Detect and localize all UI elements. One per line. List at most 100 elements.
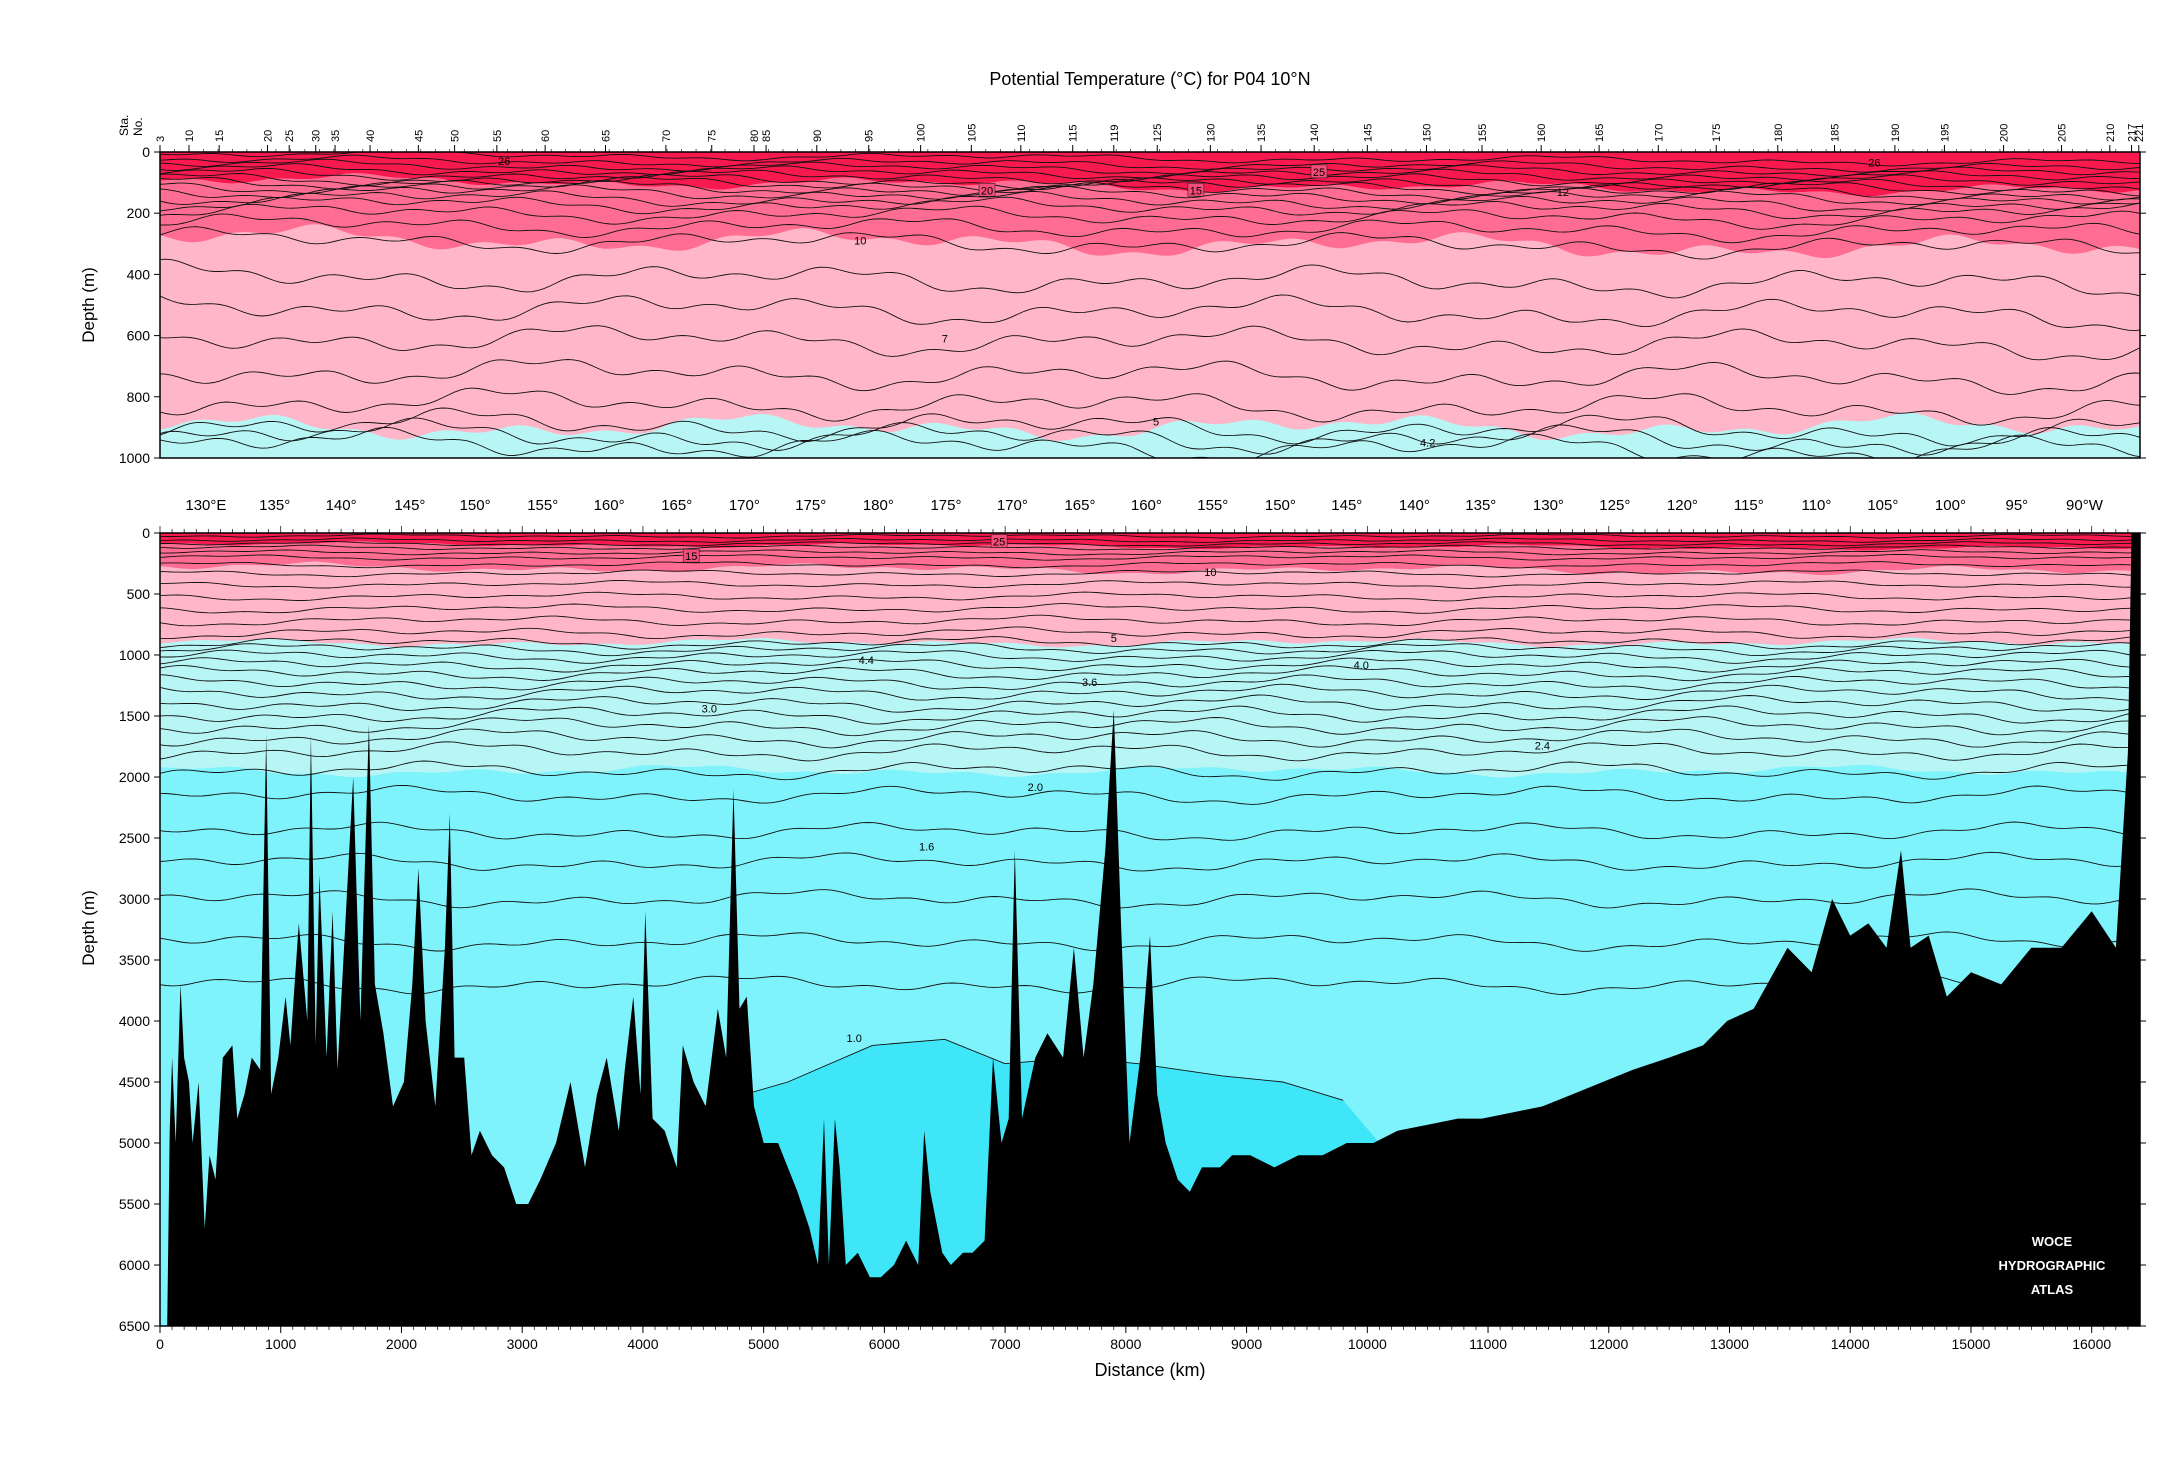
lower-isotherm [160, 851, 2140, 872]
station-label: 175 [1711, 124, 1723, 142]
station-label: 25 [284, 130, 296, 142]
contour-label-box [990, 534, 1008, 548]
y-tick-label: 4500 [119, 1074, 150, 1090]
upper-isotherm [160, 196, 2140, 220]
station-axis-label-line1: Sta. [117, 115, 131, 136]
station-label: 50 [450, 130, 462, 142]
station-label: 190 [1890, 124, 1902, 142]
station-label: 140 [1309, 124, 1321, 142]
contour-label-box [978, 182, 996, 197]
lower-isotherm [160, 657, 2140, 673]
longitude-label: 155° [1197, 497, 1228, 514]
upper-isotherm [160, 176, 2140, 197]
y-tick-label: 500 [127, 586, 151, 602]
lower-isotherm [160, 665, 2140, 682]
longitude-label: 165° [1064, 497, 1095, 514]
longitude-label: 130°E [185, 497, 226, 514]
x-tick-label: 4000 [627, 1336, 658, 1352]
lower-isotherm [160, 541, 2140, 547]
longitude-label: 140° [1399, 497, 1430, 514]
upper-isotherm [160, 407, 2140, 447]
contour-label: 10 [854, 236, 866, 248]
upper-y-axis-title: Depth (m) [79, 267, 98, 343]
station-label: 60 [540, 130, 552, 142]
station-label: 75 [707, 130, 719, 142]
lower-isotherm [160, 674, 2140, 691]
lower-isotherm [160, 614, 2140, 627]
upper-isotherm [160, 226, 2140, 260]
longitude-label: 145° [1331, 497, 1362, 514]
y-tick-label: 1000 [119, 450, 150, 466]
lower-isotherm [160, 683, 2140, 701]
contour-label: 15 [685, 551, 697, 563]
contour-label: 2.4 [1535, 740, 1550, 752]
upper-isotherm [160, 387, 2140, 426]
upper-isotherm [160, 359, 2140, 395]
longitude-label: 160° [594, 497, 625, 514]
longitude-label: 90°W [2066, 497, 2104, 514]
station-label: 210 [2105, 124, 2117, 142]
station-label: 180 [1773, 124, 1785, 142]
station-label: 65 [601, 130, 613, 142]
lower-isotherm [160, 580, 2140, 589]
y-tick-label: 5000 [119, 1135, 150, 1151]
station-label: 85 [761, 130, 773, 142]
woce-watermark: WOCE HYDROGRAPHIC ATLAS [1999, 1234, 2107, 1297]
lower-isotherm [160, 705, 2140, 725]
x-tick-label: 10000 [1348, 1336, 1387, 1352]
contour-label: 12 [1557, 187, 1569, 199]
station-label: 40 [365, 130, 377, 142]
contour-label: 26 [1868, 158, 1880, 170]
y-tick-label: 2500 [119, 830, 150, 846]
lower-isotherm [160, 549, 2140, 556]
upper-isotherm [160, 173, 2140, 192]
station-label: 185 [1830, 124, 1842, 142]
upper-isotherm [160, 184, 2140, 206]
longitude-label: 100° [1935, 497, 1966, 514]
longitude-label: 180° [863, 497, 894, 514]
station-label: 45 [413, 130, 425, 142]
longitude-label: 120° [1667, 497, 1698, 514]
watermark-line-3: ATLAS [2031, 1282, 2074, 1297]
y-tick-label: 5500 [119, 1196, 150, 1212]
station-label: 10 [184, 130, 196, 142]
lower-band-2-5 [160, 637, 2140, 778]
station-label: 135 [1256, 124, 1268, 142]
station-axis-label-line2: No. [131, 117, 145, 136]
x-tick-label: 14000 [1831, 1336, 1870, 1352]
contour-label: 4.2 [1420, 438, 1435, 450]
upper-isotherm [160, 426, 2140, 458]
y-tick-label: 0 [142, 525, 150, 541]
lower-isotherm [160, 626, 2140, 640]
upper-isotherm [160, 190, 2140, 212]
station-label: 125 [1152, 124, 1164, 142]
longitude-labels: 130°E 135° 140° 145° 150° 155° 160° 165° 170° 175… [185, 497, 2103, 514]
watermark-line-2: HYDROGRAPHIC [1999, 1258, 2107, 1273]
x-tick-label: 2000 [386, 1336, 417, 1352]
lower-contours [160, 533, 2140, 1107]
upper-isotherm [160, 325, 2140, 361]
x-tick-label: 9000 [1231, 1336, 1262, 1352]
station-label: 145 [1362, 124, 1374, 142]
lower-isotherm [160, 561, 2140, 569]
contour-label: 15 [1190, 185, 1202, 197]
upper-isotherm [160, 180, 2140, 201]
contour-label: 1.6 [919, 842, 934, 854]
x-tick-label: 7000 [990, 1336, 1021, 1352]
contour-label: 4.0 [1354, 660, 1369, 672]
lower-isotherm [160, 888, 2140, 909]
station-ticks: 3 10 15 20 25 30 35 40 45 50 55 60 65 70 75 80 85 90 95 100… [155, 124, 2146, 152]
x-tick-label: 0 [156, 1336, 164, 1352]
longitude-label: 115° [1734, 497, 1764, 514]
upper-isotherm [160, 203, 2140, 230]
y-tick-label: 6000 [119, 1257, 150, 1273]
upper-band-warm [160, 152, 2140, 197]
lower-y-axis-title: Depth (m) [79, 890, 98, 966]
longitude-label: 175° [795, 497, 826, 514]
station-label: 30 [311, 130, 323, 142]
station-label: 20 [262, 130, 274, 142]
longitude-label: 110° [1801, 497, 1831, 514]
lower-isotherm [160, 694, 2140, 713]
x-tick-label: 8000 [1110, 1336, 1141, 1352]
y-tick-label: 0 [142, 144, 150, 160]
